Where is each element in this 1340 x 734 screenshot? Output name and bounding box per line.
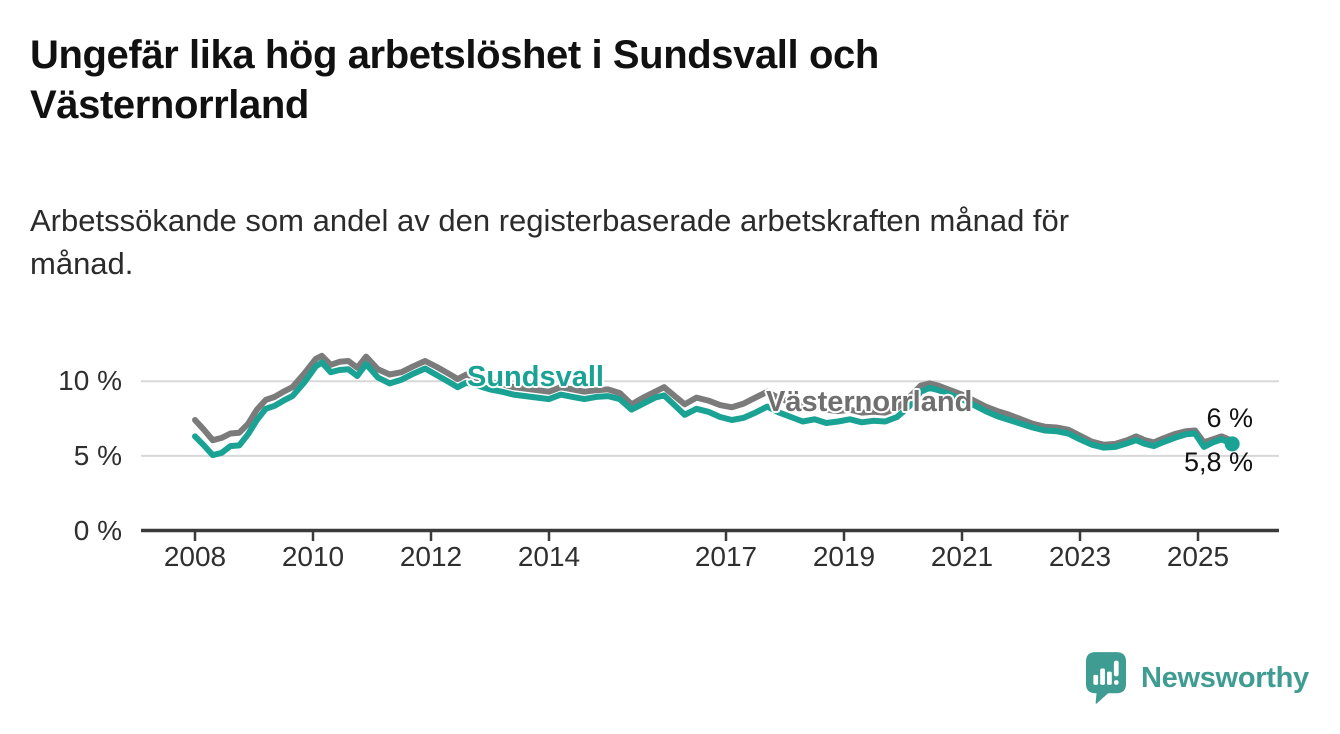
x-axis-label: 2010	[281, 541, 345, 572]
x-axis-label: 2025	[1166, 541, 1230, 572]
series-line-västernorrland	[192, 352, 1236, 448]
x-axis-label: 2021	[930, 541, 994, 572]
x-axis-label: 2019	[812, 541, 876, 572]
newsworthy-logo: Newsworthy	[1086, 652, 1309, 710]
end-value-vasternorrland: 6 %	[1206, 403, 1253, 433]
end-value-sundsvall: 5,8 %	[1183, 447, 1253, 477]
y-axis-label: 5 %	[73, 440, 122, 471]
y-axis-label: 10 %	[58, 365, 122, 396]
x-axis-label: 2012	[399, 541, 463, 572]
series-label-vasternorrland: Västernorrland	[766, 386, 973, 418]
newsworthy-bubble-chart-icon	[1086, 652, 1126, 710]
x-axis-label: 2014	[517, 541, 581, 572]
chart-subtitle: Arbetssökande som andel av den registerb…	[30, 199, 1230, 285]
newsworthy-wordmark: Newsworthy	[1141, 661, 1309, 694]
chart-title-line-2: Västernorrland	[30, 83, 309, 127]
series-label-sundsvall: Sundsvall	[467, 361, 604, 393]
x-axis-label: 2023	[1048, 541, 1112, 572]
x-axis-label: 2008	[163, 541, 227, 572]
y-axis-label: 0 %	[73, 515, 122, 546]
chart-subtitle-line-2: månad.	[30, 246, 134, 281]
x-axis-label: 2017	[694, 541, 758, 572]
chart-subtitle-line-1: Arbetssökande som andel av den registerb…	[30, 203, 1070, 238]
series-end-dot-sundsvall	[1224, 436, 1240, 452]
chart-title: Ungefär lika hög arbetslöshet i Sundsval…	[30, 30, 1090, 130]
series-line-sundsvall	[192, 359, 1236, 459]
chart-title-line-1: Ungefär lika hög arbetslöshet i Sundsval…	[30, 33, 879, 77]
